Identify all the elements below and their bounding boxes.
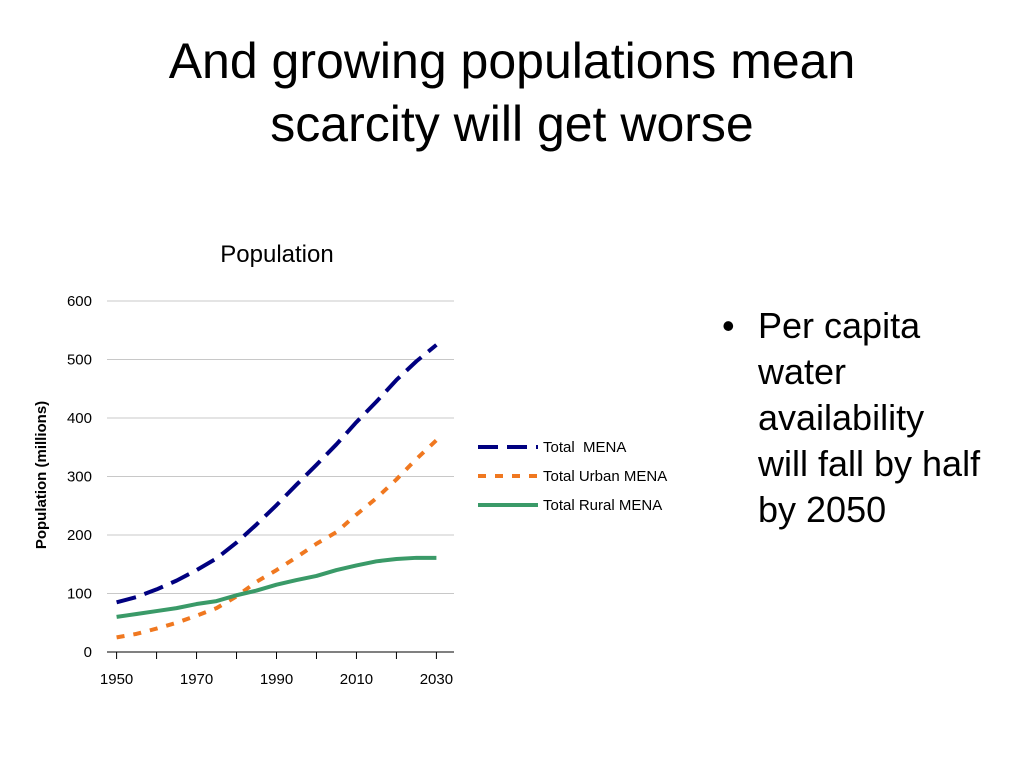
x-tick-label: 1950 [100, 671, 133, 688]
legend-label-3: Total Rural MENA [543, 497, 662, 514]
legend: Total MENA Total Urban MENA Total Rural ME… [478, 439, 667, 514]
series-lines [116, 343, 438, 640]
series-line-1 [116, 343, 438, 605]
bullet-dot: • [722, 305, 735, 346]
series-line-3 [116, 555, 437, 619]
y-tick-labels: 0 100 200 300 400 500 600 [67, 293, 92, 661]
x-tick-label: 2030 [420, 671, 453, 688]
x-tick-label: 1990 [260, 671, 293, 688]
bullet-item: • Per capita water availability will fal… [722, 303, 982, 533]
x-tick-label: 1970 [180, 671, 213, 688]
y-tick-label: 200 [67, 527, 92, 544]
y-tick-label: 400 [67, 410, 92, 427]
x-tick-labels: 1950 1970 1990 2010 2030 [100, 671, 453, 688]
bullet-text: Per capita water availability will fall … [758, 305, 981, 530]
y-tick-label: 500 [67, 352, 92, 369]
bullet-list: • Per capita water availability will fal… [722, 303, 982, 533]
y-tick-label: 300 [67, 469, 92, 486]
y-tick-label: 100 [67, 586, 92, 603]
slide-title-line: scarcity will get worse [270, 96, 754, 152]
y-axis-label: Population (millions) [33, 401, 50, 549]
series-line-2 [116, 438, 438, 640]
x-axis [107, 651, 454, 659]
x-tick-label: 2010 [340, 671, 373, 688]
grid-lines [107, 300, 454, 594]
legend-label-1: Total MENA [543, 439, 626, 456]
slide-title: And growing populations mean scarcity wi… [0, 30, 1024, 156]
slide-title-line: And growing populations mean [168, 33, 856, 89]
legend-label-2: Total Urban MENA [543, 468, 667, 485]
y-tick-label: 0 [84, 644, 92, 661]
y-tick-label: 600 [67, 293, 92, 310]
chart-title: Population [220, 241, 333, 268]
